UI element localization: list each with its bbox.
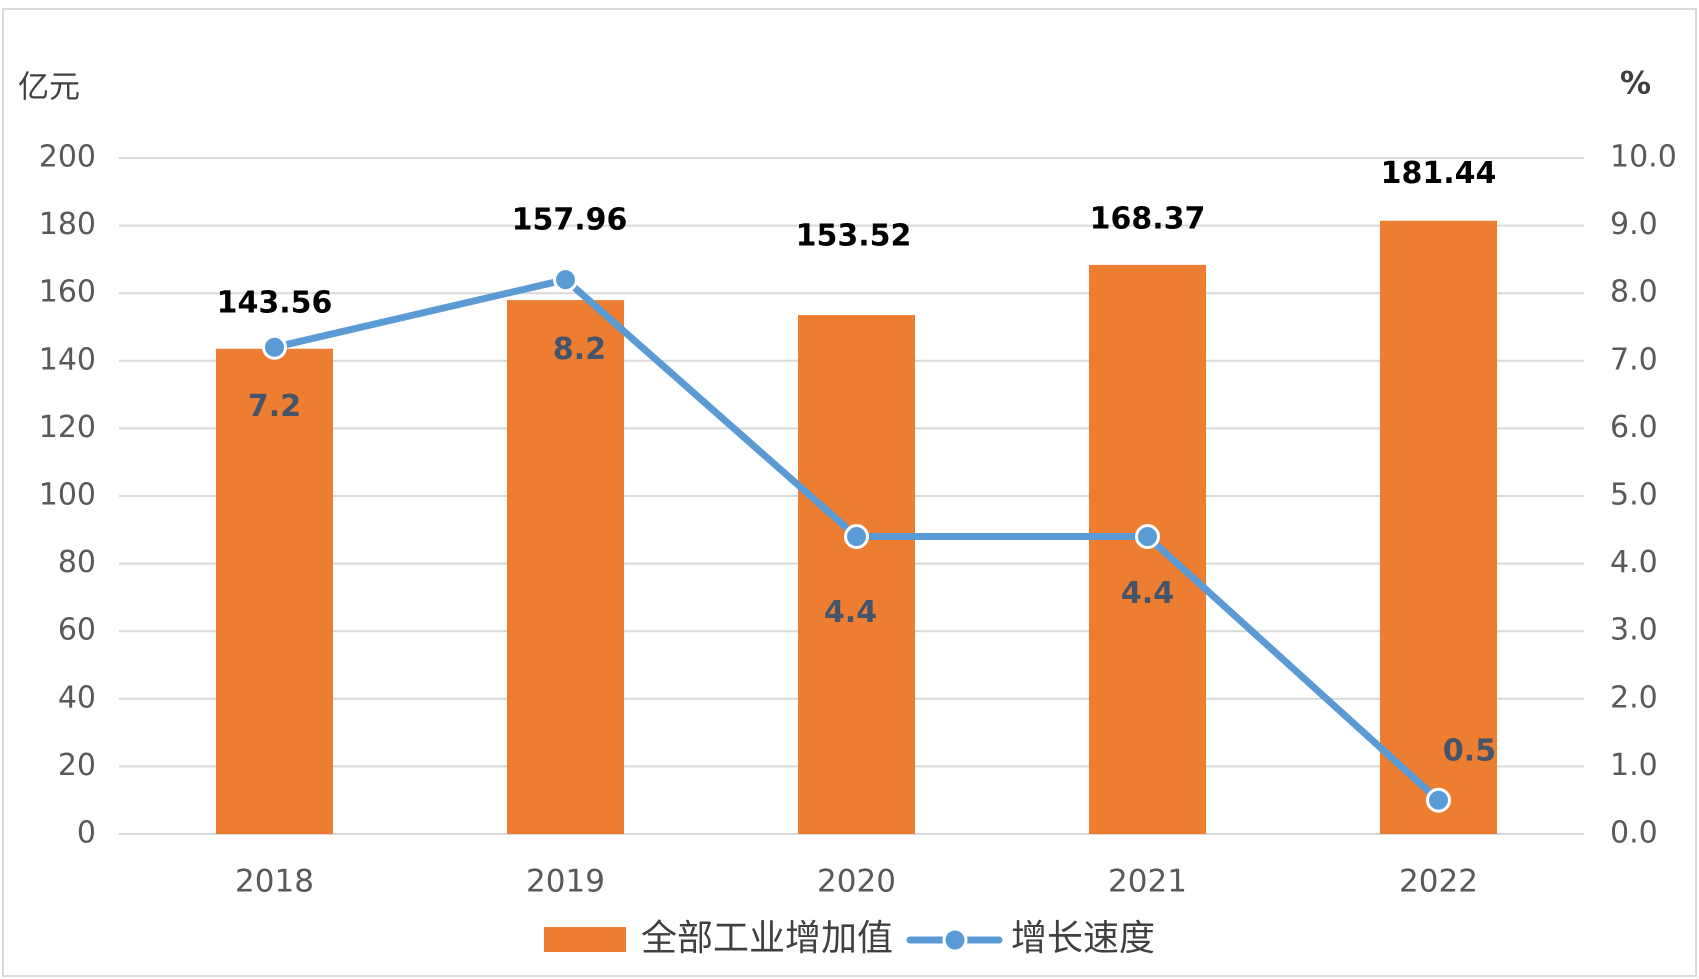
right-tick-label: 9.0 xyxy=(1610,207,1658,242)
data-labels: 143.56 157.96 153.52 168.37 181.44 7.2 8.2 4.4 4… xyxy=(217,156,1497,768)
line-point xyxy=(1135,524,1160,550)
gridlines xyxy=(119,157,1584,835)
left-tick-label: 100 xyxy=(39,478,96,513)
bar-value-label: 168.37 xyxy=(1090,201,1206,236)
legend-line-label: 增长速度 xyxy=(1011,918,1155,959)
legend-bar-label: 全部工业增加值 xyxy=(641,918,893,959)
left-tick-label: 180 xyxy=(39,207,96,242)
category-label: 2022 xyxy=(1399,864,1478,900)
left-tick-label: 0 xyxy=(77,816,96,851)
left-axis-unit: 亿元 xyxy=(18,70,80,106)
line-point xyxy=(262,334,287,360)
growth-value-label: 4.4 xyxy=(1121,576,1174,611)
bar-value-label: 153.52 xyxy=(796,219,912,254)
right-tick-label: 0.0 xyxy=(1610,816,1658,851)
bar xyxy=(1380,220,1497,835)
category-label: 2020 xyxy=(817,864,896,900)
left-tick-label: 40 xyxy=(58,680,96,715)
bar xyxy=(1089,264,1206,834)
bar xyxy=(507,300,624,834)
right-tick-label: 4.0 xyxy=(1610,545,1658,580)
left-tick-label: 60 xyxy=(58,613,96,648)
left-tick-label: 140 xyxy=(39,342,96,377)
category-label: 2021 xyxy=(1108,864,1187,900)
left-tick-label: 80 xyxy=(58,545,96,580)
line-point xyxy=(553,267,578,293)
left-tick-label: 200 xyxy=(39,140,96,175)
bar-series xyxy=(216,220,1497,835)
right-tick-label: 10.0 xyxy=(1610,140,1677,175)
bar xyxy=(798,315,915,834)
left-tick-label: 120 xyxy=(39,410,96,445)
bar xyxy=(216,348,333,834)
growth-value-label: 7.2 xyxy=(248,389,301,424)
right-tick-label: 6.0 xyxy=(1610,410,1658,445)
bar-value-label: 157.96 xyxy=(512,203,628,238)
left-tick-label: 160 xyxy=(39,275,96,310)
legend-line-marker xyxy=(942,927,968,953)
legend-bar-swatch xyxy=(544,927,626,952)
right-tick-label: 8.0 xyxy=(1610,275,1658,310)
right-tick-label: 1.0 xyxy=(1610,748,1658,783)
bar-value-label: 143.56 xyxy=(217,285,333,320)
line-point xyxy=(1426,787,1451,813)
legend: 全部工业增加值 增长速度 xyxy=(544,918,1155,959)
left-axis-ticks: 0 20 40 60 80 100 120 140 160 180 200 xyxy=(39,140,96,851)
category-label: 2019 xyxy=(526,864,605,900)
right-tick-label: 2.0 xyxy=(1610,680,1658,715)
right-axis-ticks: 0.0 1.0 2.0 3.0 4.0 5.0 6.0 7.0 8.0 9.0 10.0 xyxy=(1610,140,1677,851)
growth-value-label: 8.2 xyxy=(553,332,606,367)
left-tick-label: 20 xyxy=(58,748,96,783)
growth-value-label: 4.4 xyxy=(824,595,877,630)
category-axis: 2018 2019 2020 2021 2022 xyxy=(235,864,1478,900)
line-series xyxy=(262,267,1451,813)
right-tick-label: 3.0 xyxy=(1610,613,1658,648)
growth-value-label: 0.5 xyxy=(1443,734,1496,769)
right-axis-unit: % xyxy=(1620,66,1651,102)
category-label: 2018 xyxy=(235,864,314,900)
right-tick-label: 5.0 xyxy=(1610,478,1658,513)
line-point xyxy=(844,524,869,550)
right-tick-label: 7.0 xyxy=(1610,342,1658,377)
bar-value-label: 181.44 xyxy=(1381,156,1497,191)
